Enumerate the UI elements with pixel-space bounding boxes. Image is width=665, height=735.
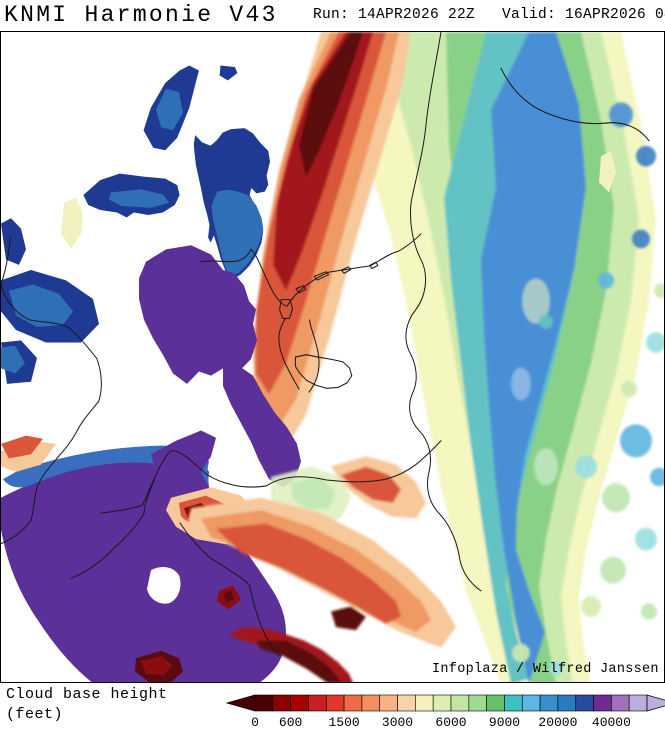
svg-text:1500: 1500 <box>328 715 359 730</box>
svg-text:0: 0 <box>251 715 259 730</box>
svg-text:20000: 20000 <box>538 715 577 730</box>
svg-text:600: 600 <box>279 715 302 730</box>
svg-text:9000: 9000 <box>489 715 520 730</box>
svg-text:40000: 40000 <box>592 715 631 730</box>
svg-text:6000: 6000 <box>435 715 466 730</box>
svg-text:3000: 3000 <box>382 715 413 730</box>
